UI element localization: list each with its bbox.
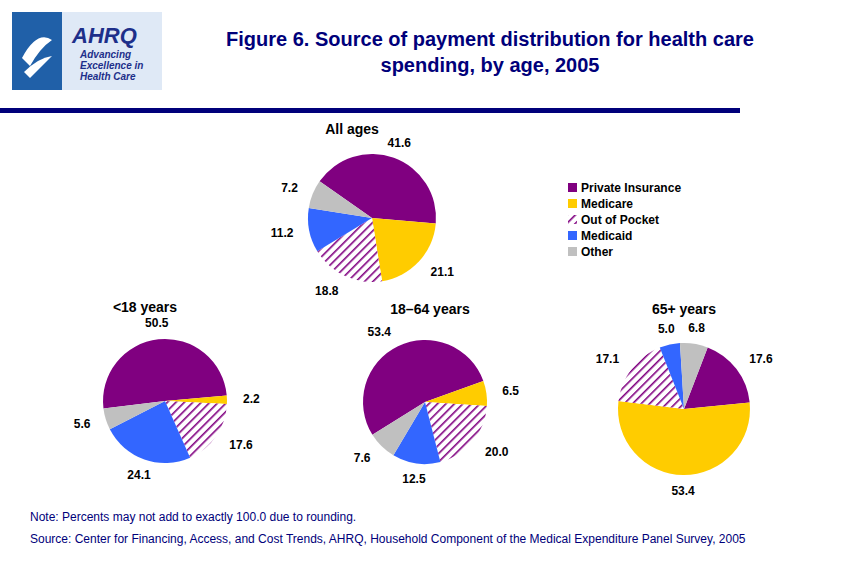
data-label: 12.5 [402,472,426,486]
logo-tagline: Health Care [80,71,136,82]
logo-text: AHRQ [71,23,137,48]
pie-slice [618,401,750,475]
pie-chart: <18 years [103,299,227,463]
pie-chart: 18–64 years [363,301,487,464]
logo-tagline: Excellence in [80,60,143,71]
legend-label: Medicare [581,197,633,211]
hhs-eagle [24,56,52,78]
pie-slice [425,381,487,406]
legend-label: Out of Pocket [581,213,659,227]
ahrq-logo [62,12,162,90]
header-rule [0,108,740,113]
logo-tagline: Advancing [79,49,131,60]
chart-title: <18 years [113,299,177,315]
data-label: 17.6 [229,438,253,452]
legend-swatch [568,215,577,224]
data-label: 41.6 [388,136,412,150]
data-label: 11.2 [271,226,294,240]
legend-swatch [568,231,577,240]
note: Note: Percents may not add to exactly 10… [30,510,356,524]
pie-slice [660,343,684,409]
chart-title: 65+ years [652,301,716,317]
source: Source: Center for Financing, Access, an… [30,532,746,546]
pie-slice [372,402,425,455]
legend-swatch [568,247,577,256]
pie-slice [103,339,227,409]
data-label: 53.4 [368,325,392,339]
data-label: 18.8 [315,284,339,298]
data-label: 17.6 [749,352,773,366]
hhs-logo [12,12,62,90]
data-label: 7.2 [281,181,298,195]
pie-slice [309,181,372,218]
pie-slice [103,401,165,429]
data-label: 20.0 [485,445,509,459]
pie-chart: All ages [308,121,436,282]
logo: AHRQAdvancingExcellence inHealth Care [12,12,162,90]
legend: Private Insurance Medicare Out of Pocket Me… [568,181,681,259]
title: spending, by age, 2005 [381,54,600,76]
title: Figure 6. Source of payment distribution… [226,28,754,50]
data-label: 7.6 [354,451,371,465]
data-label: 24.1 [127,468,151,482]
data-label: 50.5 [145,316,169,330]
data-label: 5.0 [658,322,675,336]
data-label: 53.4 [671,484,695,498]
legend-label: Medicaid [581,229,632,243]
figure: AHRQAdvancingExcellence inHealth Care Fig… [0,0,853,576]
data-label: 6.8 [688,321,705,335]
data-label: 21.1 [431,265,455,279]
pie-slice [372,218,436,281]
legend-label: Other [581,245,613,259]
data-label: 17.1 [596,352,620,366]
data-label: 6.5 [502,384,519,398]
chart-title: 18–64 years [390,301,470,317]
legend-swatch [568,183,577,192]
pie-chart: 65+ years [618,301,750,475]
data-label: 5.6 [74,417,91,431]
legend-label: Private Insurance [581,181,681,195]
data-label: 2.2 [243,392,260,406]
pie-slice [680,343,708,409]
background [0,0,853,576]
chart-title: All ages [325,121,379,137]
legend-swatch [568,199,577,208]
